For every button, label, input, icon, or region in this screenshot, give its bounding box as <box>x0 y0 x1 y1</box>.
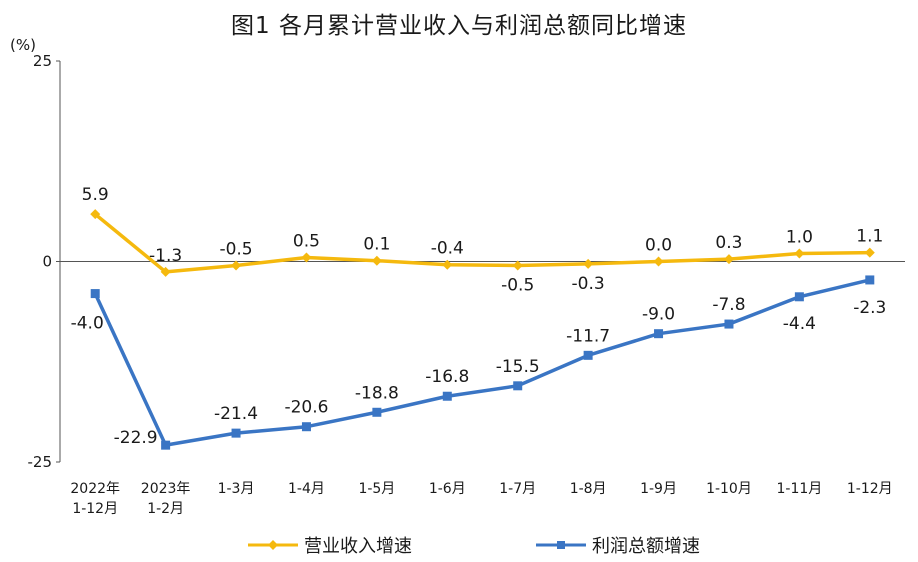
profit-data-label: -11.7 <box>566 326 610 346</box>
revenue-point <box>512 260 523 271</box>
revenue-data-label: 1.1 <box>856 227 883 247</box>
profit-point <box>372 407 382 417</box>
revenue-point <box>90 209 101 220</box>
x-tick-label: 1-6月 <box>429 481 466 497</box>
y-axis-unit: (%) <box>10 36 36 54</box>
profit-data-label: -21.4 <box>214 404 258 424</box>
legend-swatch-profit <box>536 541 586 549</box>
profit-point <box>161 440 171 450</box>
profit-point <box>301 422 311 432</box>
profit-data-label: -15.5 <box>496 357 540 377</box>
x-tick-label: 1-5月 <box>358 481 395 497</box>
profit-data-label: -2.3 <box>853 298 886 318</box>
profit-point <box>865 275 875 285</box>
y-tick-label: -25 <box>28 453 53 471</box>
profit-point <box>513 381 523 391</box>
revenue-data-label: 1.0 <box>786 227 813 247</box>
profit-point <box>442 391 452 401</box>
legend-label-revenue: 营业收入增速 <box>304 536 412 557</box>
x-tick-label: 1-9月 <box>640 481 677 497</box>
revenue-data-label: 0.0 <box>645 236 672 256</box>
revenue-data-label: -0.5 <box>501 276 534 296</box>
profit-data-label: -4.0 <box>71 314 104 334</box>
x-tick-label: 2022年 <box>70 481 120 497</box>
revenue-point <box>794 248 805 259</box>
y-tick-label: 25 <box>33 52 52 70</box>
x-tick-label: 1-12月 <box>72 501 118 517</box>
line-chart: 25 0 -25 2022年 1-12月 2023年 1-2月 1-3月 1-4月 1-5月 1-6… <box>28 52 905 517</box>
revenue-data-label: -0.4 <box>431 239 464 259</box>
revenue-point <box>723 254 734 265</box>
legend-item-profit: 利润总额增速 <box>536 532 700 558</box>
revenue-point <box>160 266 171 277</box>
profit-data-label: -4.4 <box>783 314 816 334</box>
x-tick-label: 1-11月 <box>776 481 822 497</box>
revenue-point <box>583 258 594 269</box>
profit-data-label: -20.6 <box>284 398 328 418</box>
x-tick-label: 1-2月 <box>147 501 184 517</box>
profit-point <box>583 350 593 360</box>
x-tick-label: 1-12月 <box>847 481 893 497</box>
legend: 营业收入增速 利润总额增速 <box>0 532 918 560</box>
legend-swatch-revenue <box>248 540 298 550</box>
revenue-data-label: -0.3 <box>572 274 605 294</box>
profit-point <box>90 289 100 299</box>
profit-data-label: -18.8 <box>355 383 399 403</box>
profit-point <box>724 319 734 329</box>
legend-item-revenue: 营业收入增速 <box>248 532 412 558</box>
profit-point <box>231 428 241 438</box>
x-tick-label: 1-10月 <box>706 481 752 497</box>
revenue-data-label: 0.1 <box>363 235 390 255</box>
x-tick-label: 2023年 <box>141 481 191 497</box>
profit-point <box>654 329 664 339</box>
revenue-data-label: 5.9 <box>82 185 109 205</box>
revenue-point <box>231 260 242 271</box>
x-tick-label: 1-4月 <box>288 481 325 497</box>
profit-data-label: -7.8 <box>712 295 745 315</box>
profit-point <box>794 292 804 302</box>
x-tick-label: 1-7月 <box>499 481 536 497</box>
revenue-data-label: -0.5 <box>219 240 252 260</box>
profit-data-label: -9.0 <box>642 305 675 325</box>
revenue-point <box>653 256 664 267</box>
revenue-growth-line <box>94 212 870 274</box>
x-tick-label: 1-3月 <box>218 481 255 497</box>
revenue-data-label: -1.3 <box>149 246 182 266</box>
revenue-point <box>864 247 875 258</box>
revenue-data-label: 0.5 <box>293 231 320 251</box>
chart-title: 图1 各月累计营业收入与利润总额同比增速 <box>231 13 687 39</box>
profit-growth-line <box>93 278 871 447</box>
revenue-point <box>301 252 312 263</box>
legend-label-profit: 利润总额增速 <box>592 536 700 557</box>
revenue-data-label: 0.3 <box>715 233 742 253</box>
profit-data-label: -16.8 <box>425 367 469 387</box>
x-tick-label: 1-8月 <box>570 481 607 497</box>
revenue-point <box>442 259 453 270</box>
revenue-point <box>371 255 382 266</box>
profit-data-label: -22.9 <box>114 428 158 448</box>
y-tick-label: 0 <box>42 253 52 271</box>
